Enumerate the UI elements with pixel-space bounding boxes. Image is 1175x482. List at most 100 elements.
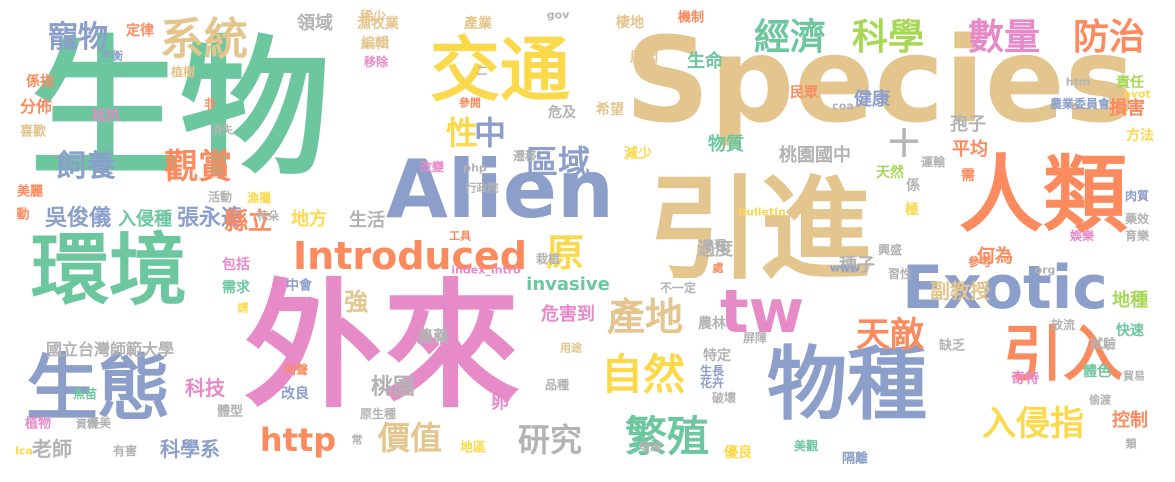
- word: 科學: [851, 17, 925, 58]
- word: 藥效: [1124, 212, 1150, 226]
- word: 何為: [977, 246, 1013, 267]
- word: 抵抗: [92, 108, 120, 124]
- word: 農藥: [416, 327, 450, 346]
- word: 中會: [285, 278, 313, 294]
- word: 環境: [30, 226, 188, 316]
- word: 張永達: [176, 206, 244, 231]
- word: 危及: [548, 105, 576, 121]
- word: 過度: [697, 239, 733, 260]
- word: 植樹: [170, 65, 196, 79]
- word: 縣立: [224, 207, 272, 235]
- word: 飼養: [56, 149, 116, 184]
- word: 二: [476, 64, 488, 78]
- word: 產地: [606, 295, 684, 339]
- word: 放流: [1050, 318, 1076, 332]
- word: invasive: [526, 274, 610, 295]
- word: 花卉: [699, 376, 725, 390]
- word: 優良: [724, 445, 752, 461]
- word: 自然: [600, 350, 686, 399]
- word: 損害: [1109, 98, 1145, 119]
- word: 喜歡: [19, 124, 47, 140]
- word: 領域: [297, 13, 333, 34]
- word: 地區: [459, 440, 487, 456]
- word: 非: [203, 97, 217, 111]
- word: 試驗: [1089, 337, 1117, 353]
- word: 奇特: [1011, 371, 1039, 387]
- word: 觀賞: [164, 147, 232, 187]
- word: 引入: [1003, 320, 1123, 390]
- word: 遷移: [512, 149, 538, 163]
- word: 數量: [967, 17, 1041, 58]
- word: 農林: [698, 316, 726, 332]
- word: 分佈: [19, 97, 53, 116]
- word: 包括: [222, 257, 250, 273]
- word: 用途: [560, 341, 582, 355]
- word: 請: [237, 301, 249, 315]
- word: 需求: [222, 280, 250, 296]
- word: 科技: [185, 376, 225, 400]
- word: 天然: [876, 165, 904, 181]
- word: 行政院: [465, 181, 499, 195]
- word: 定律: [126, 23, 154, 39]
- word: 系統: [160, 14, 248, 65]
- word: Species: [624, 11, 1136, 149]
- word: http: [259, 421, 337, 459]
- word: 桃園: [370, 375, 416, 400]
- word: 需: [961, 168, 975, 184]
- word: 防治: [1072, 17, 1146, 58]
- word: 研究: [517, 421, 583, 459]
- word: gov: [546, 8, 570, 22]
- word: 吳俊儀: [44, 206, 112, 231]
- word: 係指: [26, 74, 54, 90]
- word: 資料: [76, 417, 98, 431]
- word: 偷渡: [1089, 393, 1111, 407]
- word: 參考: [967, 255, 993, 269]
- word: 生物: [29, 23, 331, 197]
- word: tw: [719, 277, 805, 347]
- word: Alien: [386, 143, 614, 236]
- word: 生長: [699, 364, 725, 378]
- word: 外來: [243, 266, 521, 427]
- word: 改良: [281, 386, 309, 402]
- word: 類: [1125, 437, 1137, 451]
- word: 植物: [24, 416, 52, 432]
- word: 減少: [624, 146, 652, 162]
- word: 稀少: [359, 9, 387, 25]
- word: 危害到: [541, 304, 595, 325]
- word: 生命: [687, 51, 723, 72]
- word: 棲地: [616, 15, 644, 31]
- word: 快速: [1116, 323, 1144, 339]
- word: 習性: [887, 267, 913, 281]
- word: 編輯: [361, 36, 389, 52]
- word: avot: [1123, 87, 1151, 101]
- word: 活動: [207, 190, 233, 204]
- word: 控制: [1112, 410, 1148, 431]
- word: 區域: [525, 143, 591, 181]
- word: 希望: [596, 102, 624, 118]
- word: 副教授: [930, 279, 990, 303]
- word: 方法: [1126, 128, 1154, 144]
- word: 參閱: [459, 96, 481, 110]
- word: 入侵指: [982, 404, 1084, 444]
- word: htm: [1065, 75, 1091, 89]
- word: 平衡: [101, 49, 123, 63]
- word: 原生種: [359, 407, 397, 421]
- word: 交通: [430, 29, 570, 111]
- word: 移除: [363, 55, 389, 69]
- word: 工具: [449, 229, 471, 243]
- word: coa: [832, 99, 854, 113]
- word: 漁牧業: [357, 16, 399, 32]
- word: 老師: [32, 437, 72, 461]
- word: 孢子: [950, 114, 986, 135]
- word: 花朵: [257, 209, 279, 223]
- word: 經濟: [753, 17, 827, 58]
- word: 桃園國中: [779, 145, 851, 166]
- word: 優美: [86, 416, 112, 430]
- word: 平均: [952, 139, 988, 160]
- word: 體型: [216, 404, 244, 420]
- word: 生態: [25, 346, 171, 430]
- word: 寵物: [48, 20, 108, 55]
- word: 叫聲: [283, 363, 309, 377]
- word: 機制: [677, 10, 705, 26]
